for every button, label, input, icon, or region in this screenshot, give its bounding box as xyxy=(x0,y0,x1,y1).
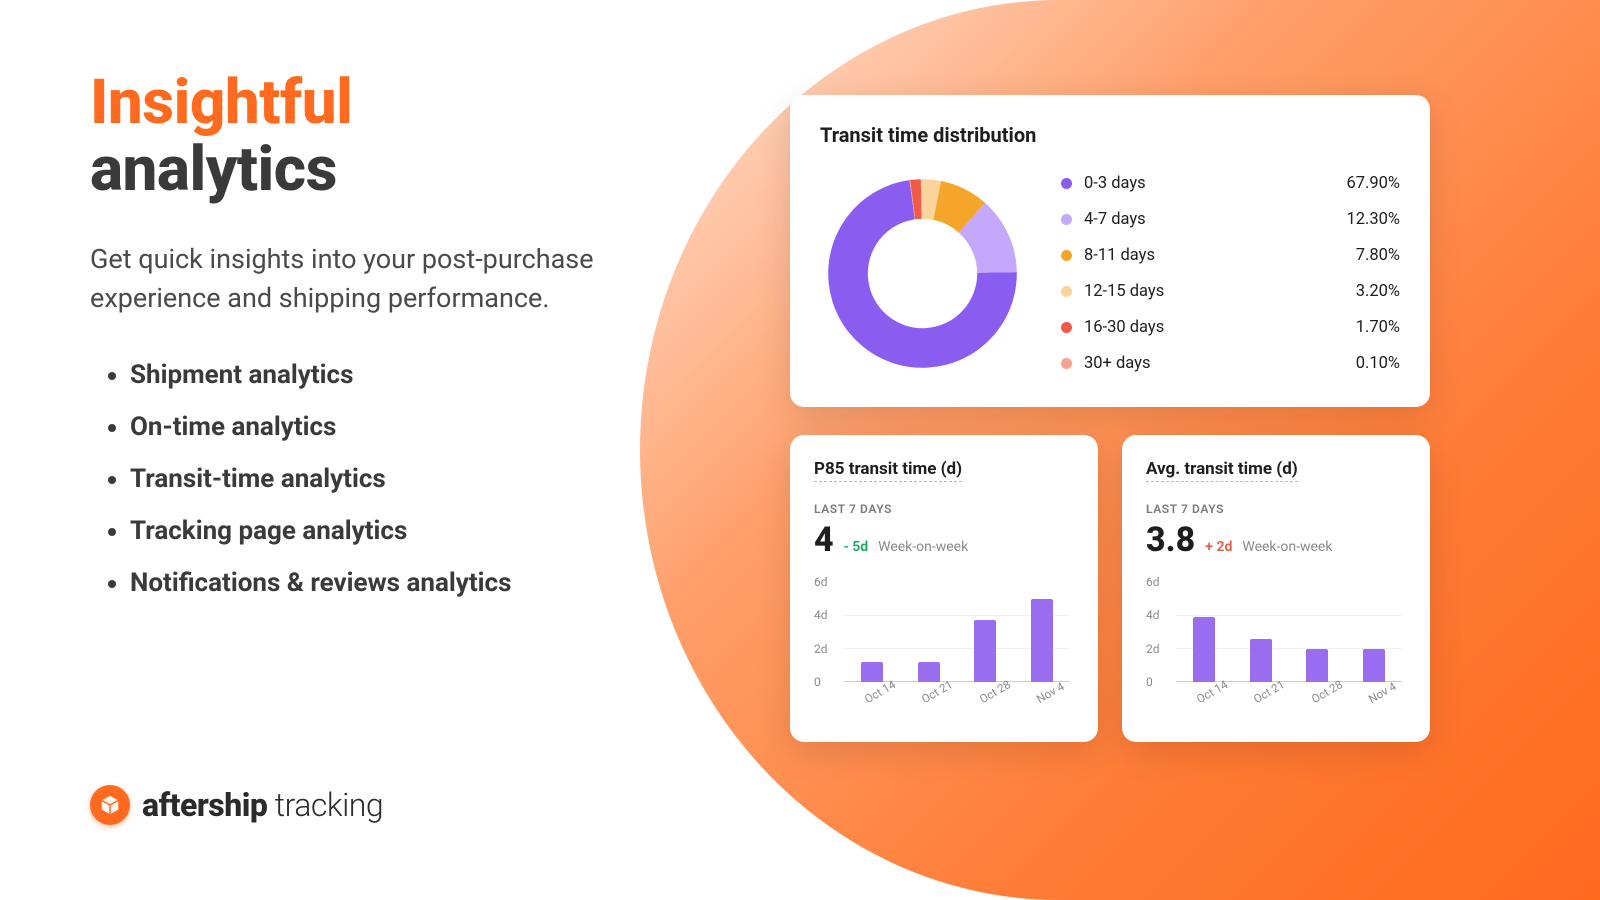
legend-dot-icon xyxy=(1061,214,1072,225)
stat-period-label: LAST 7 DAYS xyxy=(1146,502,1406,516)
headline-accent: Insightful xyxy=(90,70,650,137)
legend-value: 3.20% xyxy=(1356,282,1400,301)
brand-logo-icon xyxy=(90,785,130,825)
stat-card: Avg. transit time (d) LAST 7 DAYS 3.8 + 2d W… xyxy=(1122,435,1430,742)
legend-row: 30+ days 0.10% xyxy=(1061,345,1400,381)
legend-row: 8-11 days 7.80% xyxy=(1061,237,1400,273)
legend-label: 30+ days xyxy=(1084,354,1150,373)
bar xyxy=(1193,617,1215,682)
legend-label: 8-11 days xyxy=(1084,246,1155,265)
stat-delta-suffix: Week-on-week xyxy=(878,539,968,555)
stat-value-row: 4 - 5d Week-on-week xyxy=(814,520,1074,560)
stat-value: 3.8 xyxy=(1146,520,1195,560)
legend-row: 0-3 days 67.90% xyxy=(1061,165,1400,201)
legend-dot-icon xyxy=(1061,178,1072,189)
bar xyxy=(1363,649,1385,682)
y-axis-tick: 6d xyxy=(814,575,828,589)
legend-dot-icon xyxy=(1061,250,1072,261)
stat-delta: - 5d xyxy=(844,539,869,555)
legend-row: 16-30 days 1.70% xyxy=(1061,309,1400,345)
legend-label: 16-30 days xyxy=(1084,318,1164,337)
y-axis-tick: 2d xyxy=(1146,642,1160,656)
legend-value: 12.30% xyxy=(1346,210,1400,229)
bar xyxy=(974,620,996,682)
legend-dot-icon xyxy=(1061,286,1072,297)
feature-item: On-time analytics xyxy=(130,414,650,440)
y-axis-tick: 4d xyxy=(1146,608,1160,622)
stat-delta: + 2d xyxy=(1205,539,1232,555)
legend-dot-icon xyxy=(1061,322,1072,333)
x-axis-label: Nov 4 xyxy=(1366,679,1399,706)
y-axis-tick: 0 xyxy=(814,675,821,689)
y-axis-tick: 4d xyxy=(814,608,828,622)
legend-dot-icon xyxy=(1061,358,1072,369)
y-axis-tick: 2d xyxy=(814,642,828,656)
donut-legend: 0-3 days 67.90% 4-7 days 12.30% 8-11 days 7.8… xyxy=(1061,165,1400,381)
stat-period-label: LAST 7 DAYS xyxy=(814,502,1074,516)
legend-label: 0-3 days xyxy=(1084,174,1146,193)
bar xyxy=(1306,649,1328,682)
brand-name-bold: aftership xyxy=(142,786,267,824)
headline-dark: analytics xyxy=(90,137,650,204)
donut-chart xyxy=(820,171,1025,376)
legend-row: 12-15 days 3.20% xyxy=(1061,273,1400,309)
brand-text: aftership tracking xyxy=(142,786,383,824)
card-title: Transit time distribution xyxy=(820,123,1400,147)
feature-item: Notifications & reviews analytics xyxy=(130,570,650,596)
brand: aftership tracking xyxy=(90,785,383,825)
legend-label: 12-15 days xyxy=(1084,282,1164,301)
brand-name-thin: tracking xyxy=(275,786,383,824)
x-axis-label: Nov 4 xyxy=(1034,679,1067,706)
legend-value: 0.10% xyxy=(1356,354,1400,373)
headline: Insightful analytics xyxy=(90,70,650,204)
feature-item: Shipment analytics xyxy=(130,362,650,388)
bar xyxy=(1031,599,1053,682)
mini-bar-chart: 02d4d6dOct 14Oct 21Oct 28Nov 4 xyxy=(814,582,1074,722)
feature-item: Transit-time analytics xyxy=(130,466,650,492)
bar xyxy=(918,662,940,682)
y-axis-tick: 0 xyxy=(1146,675,1153,689)
legend-label: 4-7 days xyxy=(1084,210,1146,229)
page: Insightful analytics Get quick insights … xyxy=(0,0,1600,900)
legend-value: 67.90% xyxy=(1346,174,1400,193)
legend-row: 4-7 days 12.30% xyxy=(1061,201,1400,237)
legend-value: 1.70% xyxy=(1356,318,1400,337)
cards-area: Transit time distribution 0-3 days 67.90%… xyxy=(790,95,1430,742)
mini-bar-chart: 02d4d6dOct 14Oct 21Oct 28Nov 4 xyxy=(1146,582,1406,722)
stat-card-title: Avg. transit time (d) xyxy=(1146,459,1298,482)
stat-card: P85 transit time (d) LAST 7 DAYS 4 - 5d Week… xyxy=(790,435,1098,742)
stat-cards-row: P85 transit time (d) LAST 7 DAYS 4 - 5d Week… xyxy=(790,435,1430,742)
left-column: Insightful analytics Get quick insights … xyxy=(90,70,650,622)
bar xyxy=(861,662,883,682)
subheadline: Get quick insights into your post-purcha… xyxy=(90,240,610,318)
stat-delta-suffix: Week-on-week xyxy=(1242,539,1332,555)
bar xyxy=(1250,639,1272,682)
legend-value: 7.80% xyxy=(1356,246,1400,265)
stat-value-row: 3.8 + 2d Week-on-week xyxy=(1146,520,1406,560)
feature-list: Shipment analytics On-time analytics Tra… xyxy=(90,362,650,596)
stat-value: 4 xyxy=(814,520,834,560)
transit-distribution-card: Transit time distribution 0-3 days 67.90%… xyxy=(790,95,1430,407)
feature-item: Tracking page analytics xyxy=(130,518,650,544)
stat-card-title: P85 transit time (d) xyxy=(814,459,962,482)
y-axis-tick: 6d xyxy=(1146,575,1160,589)
